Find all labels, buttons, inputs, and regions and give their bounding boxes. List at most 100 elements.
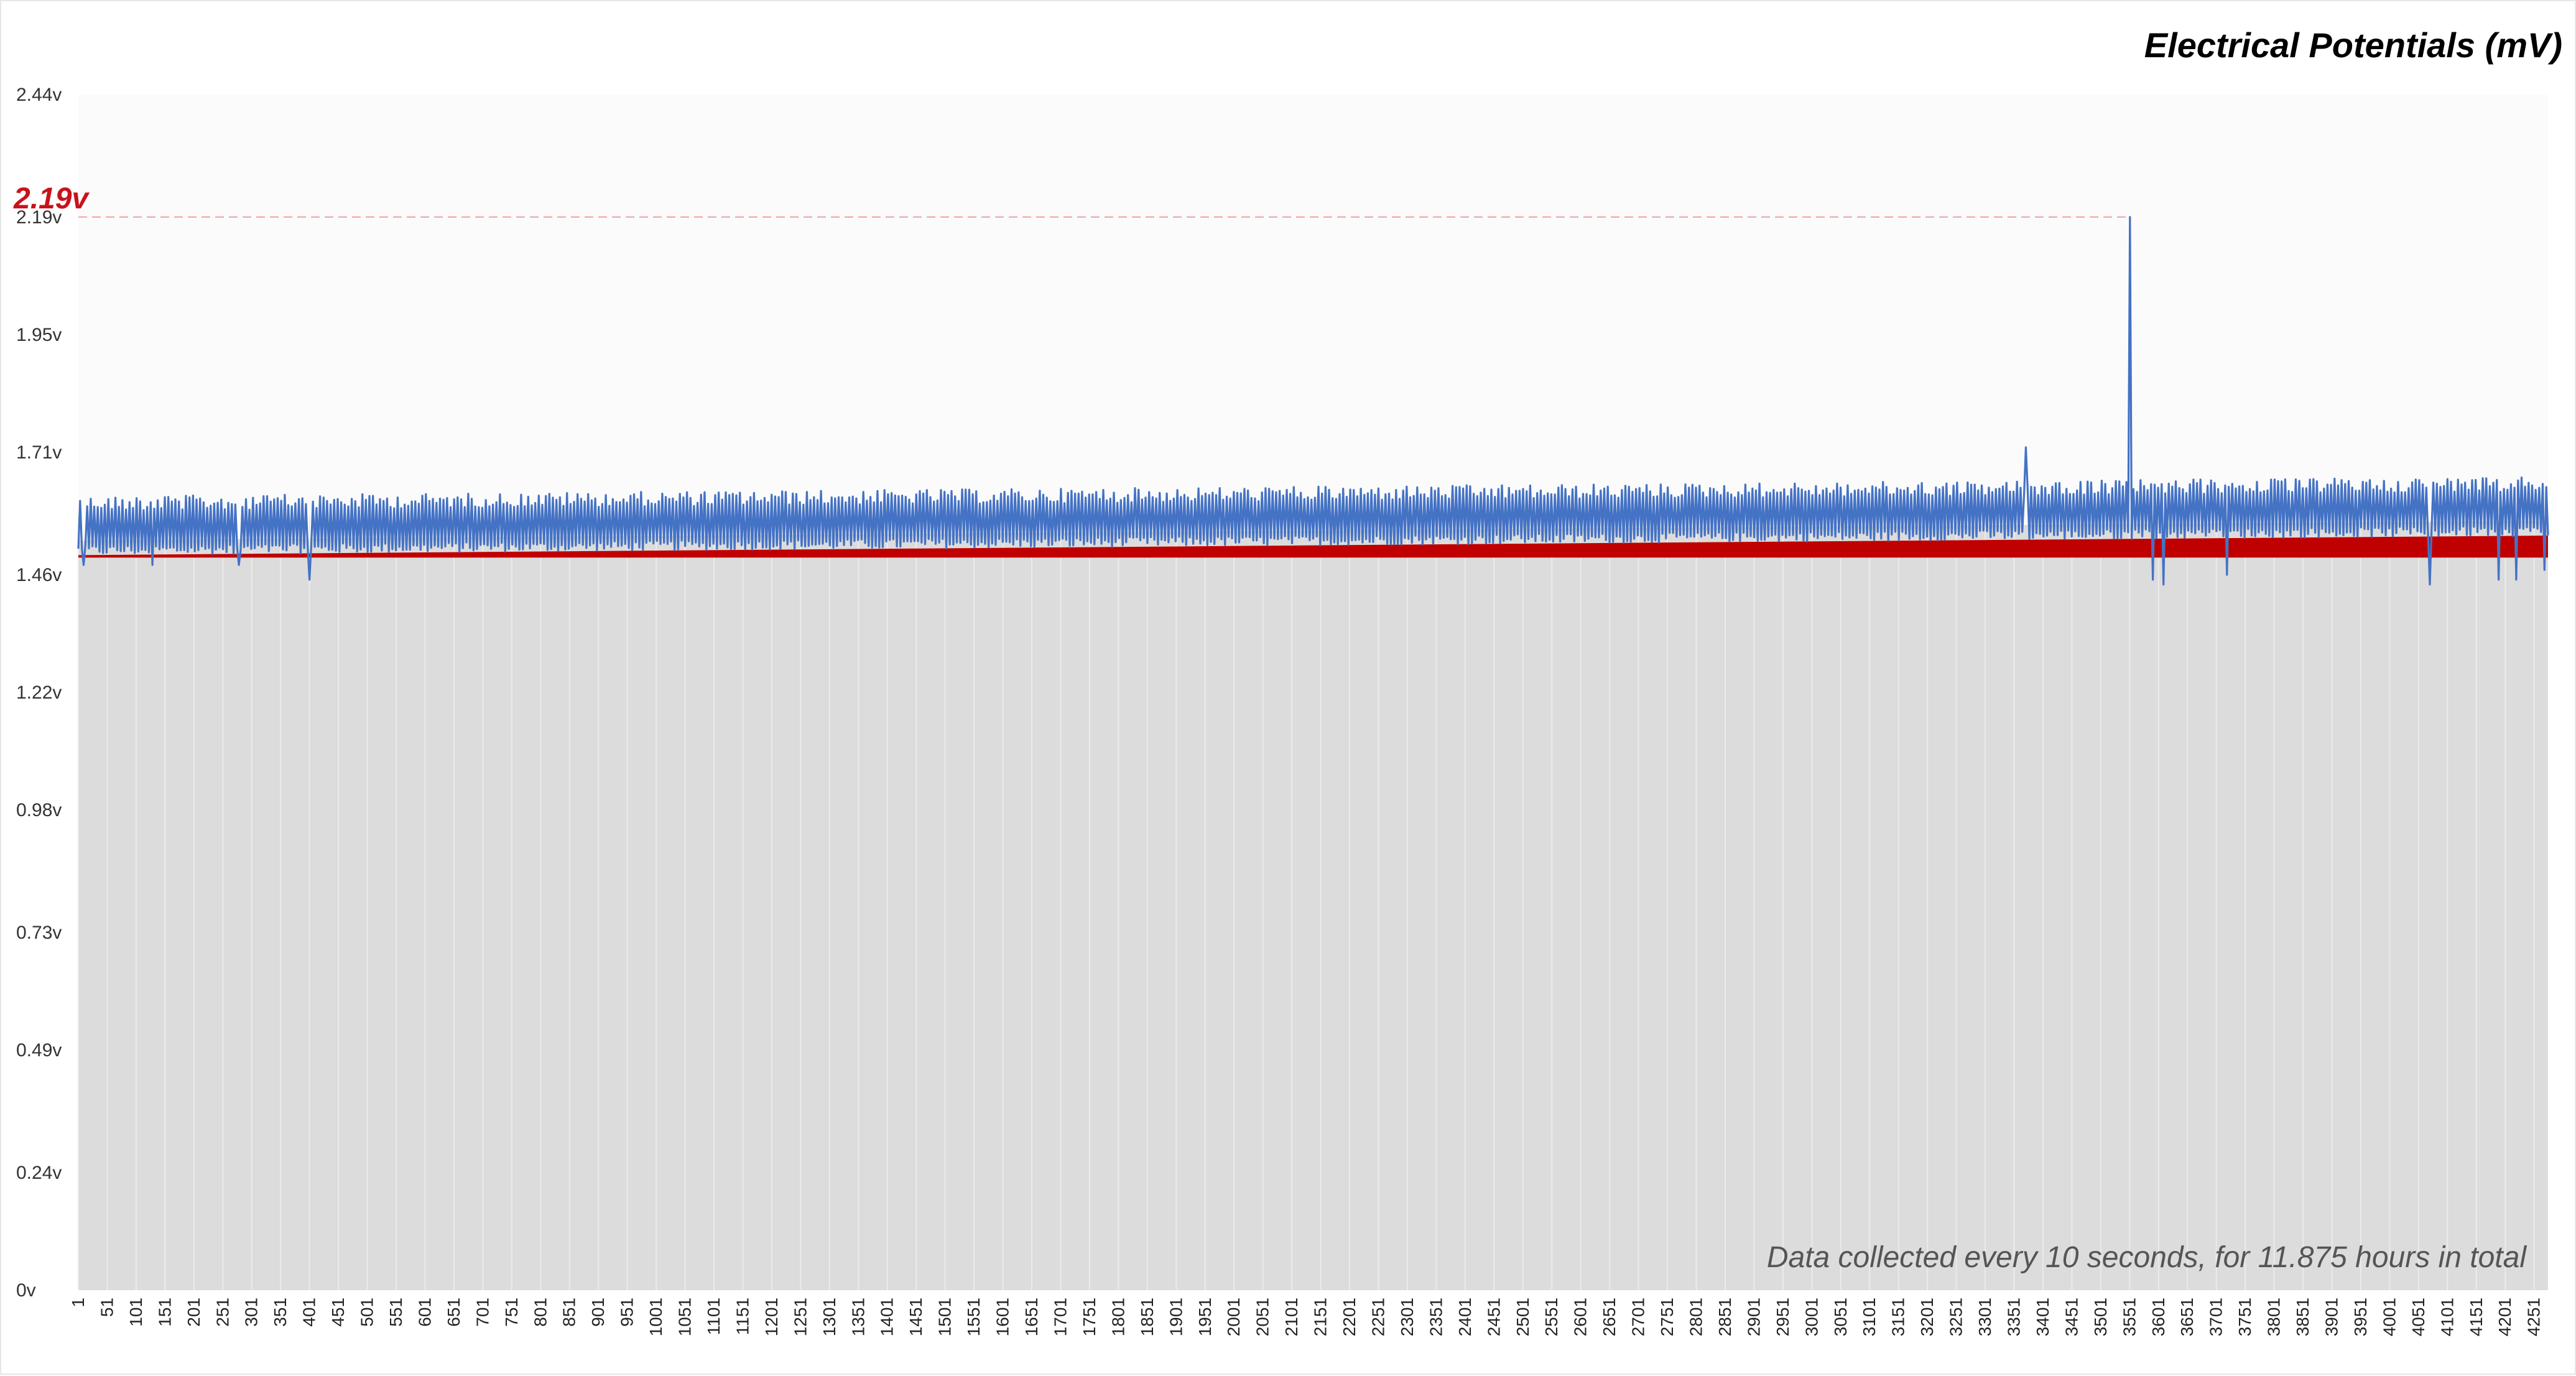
y-tick-label: 0.98v xyxy=(16,800,62,820)
x-tick-label: 1951 xyxy=(1195,1298,1215,1336)
x-tick-label: 3801 xyxy=(2264,1298,2284,1336)
x-tick-label: 1201 xyxy=(762,1298,781,1336)
x-tick-label: 51 xyxy=(97,1298,116,1317)
x-tick-label: 1251 xyxy=(790,1298,810,1336)
y-tick-label: 1.46v xyxy=(16,565,62,585)
x-tick-label: 3901 xyxy=(2322,1298,2342,1336)
y-tick-label: 1.95v xyxy=(16,325,62,345)
x-tick-label: 2251 xyxy=(1368,1298,1388,1336)
x-tick-label: 751 xyxy=(502,1298,521,1327)
x-tick-label: 1501 xyxy=(935,1298,955,1336)
x-tick-label: 2401 xyxy=(1455,1298,1475,1336)
x-tick-label: 551 xyxy=(386,1298,405,1327)
x-tick-label: 4001 xyxy=(2379,1298,2399,1336)
x-tick-label: 1701 xyxy=(1050,1298,1070,1336)
x-tick-label: 3201 xyxy=(1917,1298,1937,1336)
x-tick-label: 3601 xyxy=(2149,1298,2168,1336)
x-tick-label: 1801 xyxy=(1108,1298,1128,1336)
x-tick-label: 1451 xyxy=(906,1298,925,1336)
x-tick-label: 2701 xyxy=(1629,1298,1648,1336)
x-tick-label: 2801 xyxy=(1686,1298,1705,1336)
collection-note: Data collected every 10 seconds, for 11.… xyxy=(1767,1241,2527,1274)
x-tick-label: 3151 xyxy=(1889,1298,1908,1336)
x-tick-label: 401 xyxy=(300,1298,319,1327)
x-tick-label: 951 xyxy=(618,1298,637,1327)
x-tick-label: 3351 xyxy=(2004,1298,2024,1336)
x-tick-label: 2451 xyxy=(1484,1298,1503,1336)
x-tick-label: 3251 xyxy=(1947,1298,1966,1336)
x-tick-label: 3051 xyxy=(1831,1298,1850,1336)
x-tick-label: 2651 xyxy=(1600,1298,1619,1336)
x-tick-label: 1901 xyxy=(1166,1298,1185,1336)
x-tick-label: 3651 xyxy=(2177,1298,2197,1336)
x-tick-label: 1651 xyxy=(1022,1298,1041,1336)
x-tick-label: 801 xyxy=(530,1298,550,1327)
x-tick-label: 251 xyxy=(213,1298,232,1327)
x-tick-label: 4201 xyxy=(2495,1298,2514,1336)
x-tick-label: 1351 xyxy=(848,1298,868,1336)
x-tick-label: 651 xyxy=(444,1298,463,1327)
x-tick-label: 2501 xyxy=(1513,1298,1532,1336)
x-tick-label: 1851 xyxy=(1137,1298,1157,1336)
x-tick-label: 4251 xyxy=(2524,1298,2544,1336)
x-tick-label: 2201 xyxy=(1340,1298,1359,1336)
series-blue-line xyxy=(77,216,2549,586)
x-tick-label: 1401 xyxy=(878,1298,897,1336)
y-tick-label: 0v xyxy=(16,1280,36,1301)
x-tick-label: 2001 xyxy=(1224,1298,1243,1336)
x-tick-label: 301 xyxy=(242,1298,261,1327)
x-tick-label: 2101 xyxy=(1282,1298,1301,1336)
x-tick-label: 1601 xyxy=(993,1298,1012,1336)
x-tick-label: 2351 xyxy=(1426,1298,1445,1336)
x-tick-label: 1051 xyxy=(675,1298,695,1336)
x-tick-label: 151 xyxy=(155,1298,174,1327)
x-tick-label: 3501 xyxy=(2091,1298,2110,1336)
x-tick-label: 851 xyxy=(560,1298,579,1327)
x-tick-label: 3851 xyxy=(2293,1298,2312,1336)
x-tick-label: 1 xyxy=(68,1298,88,1308)
x-tick-label: 3951 xyxy=(2351,1298,2370,1336)
x-tick-label: 601 xyxy=(415,1298,434,1327)
x-tick-label: 4101 xyxy=(2437,1298,2457,1336)
x-tick-label: 2751 xyxy=(1657,1298,1677,1336)
y-tick-label: 1.22v xyxy=(16,682,62,703)
x-tick-label: 1301 xyxy=(820,1298,839,1336)
plot-background-lower xyxy=(78,521,2548,1290)
x-tick-label: 2051 xyxy=(1253,1298,1272,1336)
x-tick-label: 2601 xyxy=(1571,1298,1590,1336)
x-tick-label: 501 xyxy=(358,1298,377,1327)
x-tick-label: 2851 xyxy=(1715,1298,1735,1336)
x-tick-label: 2551 xyxy=(1542,1298,1561,1336)
y-tick-label: 0.73v xyxy=(16,923,62,943)
x-tick-label: 4151 xyxy=(2467,1298,2486,1336)
x-tick-label: 2151 xyxy=(1311,1298,1330,1336)
x-tick-label: 351 xyxy=(271,1298,290,1327)
x-tick-label: 101 xyxy=(126,1298,146,1327)
peak-label: 2.19v xyxy=(13,182,90,215)
x-tick-label: 3701 xyxy=(2207,1298,2226,1336)
x-tick-label: 451 xyxy=(328,1298,348,1327)
x-tick-label: 2951 xyxy=(1773,1298,1792,1336)
y-tick-label: 2.19v xyxy=(16,207,62,228)
x-tick-label: 3001 xyxy=(1802,1298,1821,1336)
x-tick-label: 3101 xyxy=(1860,1298,1879,1336)
x-tick-label: 701 xyxy=(473,1298,492,1327)
x-tick-label: 3401 xyxy=(2033,1298,2052,1336)
x-tick-label: 1551 xyxy=(964,1298,983,1336)
x-tick-label: 1101 xyxy=(704,1298,723,1335)
x-tick-label: 1751 xyxy=(1080,1298,1099,1336)
x-tick-label: 4051 xyxy=(2409,1298,2428,1336)
y-tick-label: 1.71v xyxy=(16,442,62,463)
x-tick-label: 3551 xyxy=(2120,1298,2139,1336)
x-tick-label: 1001 xyxy=(646,1298,665,1336)
chart-title: Electrical Potentials (mV) xyxy=(2144,26,2562,65)
x-tick-label: 2901 xyxy=(1744,1298,1763,1336)
y-tick-label: 2.44v xyxy=(16,85,62,105)
x-tick-label: 3751 xyxy=(2235,1298,2254,1336)
x-tick-label: 3451 xyxy=(2062,1298,2081,1336)
x-tick-label: 1151 xyxy=(733,1298,752,1335)
x-tick-label: 901 xyxy=(588,1298,608,1327)
y-tick-label: 0.49v xyxy=(16,1040,62,1061)
